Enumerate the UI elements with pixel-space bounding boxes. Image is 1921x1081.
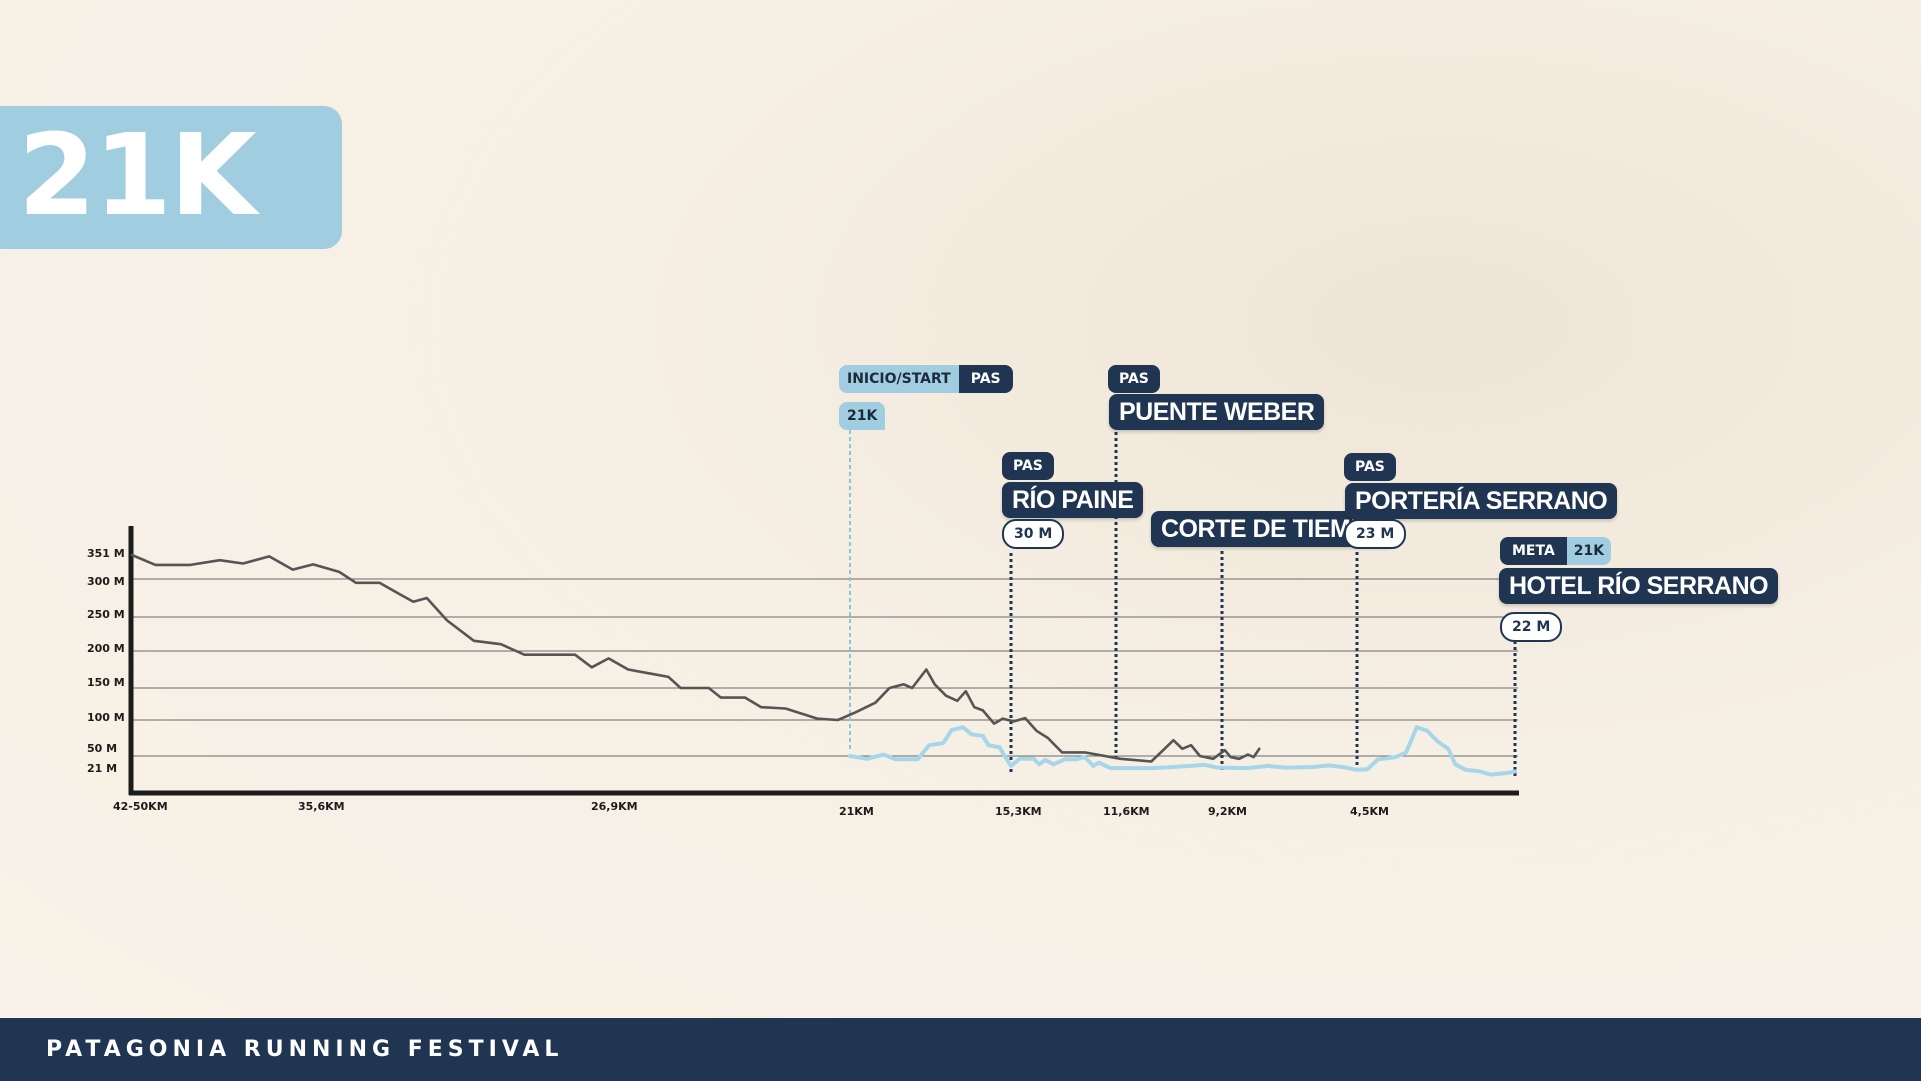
footer-bar: PATAGONIA RUNNING FESTIVAL — [0, 1018, 1921, 1081]
distance-badge: 21K — [0, 106, 342, 249]
x-tick-label: 26,9KM — [591, 800, 638, 813]
start-distance-tag: 21K — [839, 402, 886, 430]
x-tick-label: 21KM — [839, 805, 874, 818]
porteria-serrano-name: PORTERÍA SERRANO — [1345, 483, 1618, 519]
distance-title: 21K — [18, 111, 257, 241]
puente-weber-pas-tag: PAS — [1108, 365, 1160, 393]
hotel-rio-serrano-altitude: 22 M — [1500, 612, 1563, 642]
prior-route-line — [130, 553, 1261, 763]
x-tick-label: 15,3KM — [995, 805, 1042, 818]
y-tick-label: 300 M — [87, 575, 125, 588]
porteria-serrano-altitude: 23 M — [1344, 519, 1407, 549]
x-tick-label: 35,6KM — [298, 800, 345, 813]
y-tick-label: 50 M — [87, 742, 117, 755]
x-tick-label: 4,5KM — [1350, 805, 1389, 818]
y-tick-label: 150 M — [87, 676, 125, 689]
start-tag: INICIO/START — [839, 365, 959, 393]
footer-brand: PATAGONIA RUNNING FESTIVAL — [46, 1037, 564, 1062]
start-tag-group: INICIO/START PAS — [839, 365, 1013, 393]
y-tick-label: 351 M — [87, 547, 125, 560]
y-tick-label: 100 M — [87, 711, 125, 724]
hotel-rio-serrano-name: HOTEL RÍO SERRANO — [1499, 568, 1779, 604]
route-21k-line — [848, 725, 1517, 777]
finish-distance-tag: 21K — [1566, 537, 1612, 565]
puente-weber-name: PUENTE WEBER — [1109, 394, 1325, 430]
x-tick-label: 11,6KM — [1103, 805, 1150, 818]
finish-tag-group: META 21K — [1500, 537, 1612, 565]
start-pas-tag: PAS — [958, 365, 1013, 393]
rio-paine-pas-tag: PAS — [1002, 452, 1054, 480]
x-tick-label: 9,2KM — [1208, 805, 1247, 818]
x-tick-label: 42-50KM — [113, 800, 168, 813]
porteria-serrano-pas-tag: PAS — [1344, 453, 1396, 481]
y-tick-label: 21 M — [87, 762, 117, 775]
finish-tag: META — [1500, 537, 1567, 565]
rio-paine-name: RÍO PAINE — [1002, 482, 1144, 518]
y-tick-label: 200 M — [87, 642, 125, 655]
rio-paine-altitude: 30 M — [1002, 519, 1065, 549]
y-tick-label: 250 M — [87, 608, 125, 621]
